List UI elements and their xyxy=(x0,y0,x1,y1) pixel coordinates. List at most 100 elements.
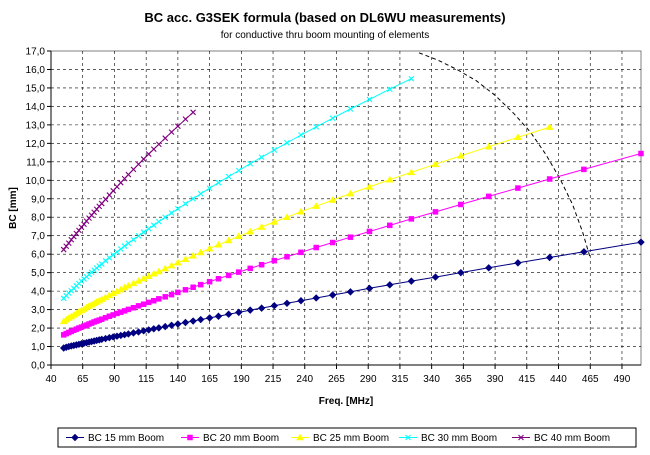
data-point xyxy=(329,115,336,122)
y-tick-label: 4,0 xyxy=(31,287,45,298)
x-tick-label: 465 xyxy=(582,374,599,385)
data-point xyxy=(162,135,169,142)
data-point xyxy=(284,254,290,260)
data-point xyxy=(638,150,644,157)
data-point xyxy=(545,253,554,262)
data-point xyxy=(154,267,163,275)
data-point xyxy=(271,147,278,153)
data-point xyxy=(346,288,355,296)
data-point xyxy=(161,264,170,272)
legend-swatch-marker xyxy=(187,434,193,441)
data-point xyxy=(247,160,254,167)
data-point xyxy=(545,123,554,130)
data-point xyxy=(125,240,132,247)
data-point xyxy=(246,227,255,235)
x-tick-label: 365 xyxy=(455,374,472,385)
legend-label: BC 30 mm Boom xyxy=(421,433,497,444)
data-point xyxy=(328,291,337,299)
data-point xyxy=(150,146,157,152)
data-point xyxy=(346,189,355,197)
data-point xyxy=(224,236,233,244)
data-point xyxy=(270,218,279,225)
data-point xyxy=(182,116,189,123)
data-point xyxy=(365,284,374,293)
y-tick-label: 14,0 xyxy=(26,102,46,113)
data-point xyxy=(181,255,190,263)
data-point xyxy=(224,310,233,318)
data-point xyxy=(225,272,232,279)
data-point xyxy=(173,258,182,266)
x-axis-title: Freq. [MHz] xyxy=(319,396,373,407)
x-tick-label: 190 xyxy=(233,374,250,385)
legend-item: BC 30 mm Boom xyxy=(399,433,497,444)
y-tick-label: 9,0 xyxy=(31,194,45,205)
data-point xyxy=(197,190,204,197)
data-point xyxy=(407,277,416,285)
y-tick-label: 12,0 xyxy=(26,139,46,150)
data-point xyxy=(135,161,142,168)
data-point xyxy=(258,154,265,161)
x-tick-label: 240 xyxy=(296,374,313,385)
data-point xyxy=(60,246,67,253)
data-point xyxy=(155,324,163,332)
data-point xyxy=(125,306,132,313)
x-tick-label: 490 xyxy=(614,374,631,385)
data-point xyxy=(580,248,588,256)
data-point xyxy=(151,297,157,304)
data-point xyxy=(214,240,223,248)
data-point xyxy=(366,96,373,103)
legend-label: BC 25 mm Boom xyxy=(313,433,389,444)
data-point xyxy=(387,222,393,229)
data-point xyxy=(284,139,290,146)
data-point xyxy=(190,284,196,290)
data-point xyxy=(190,109,196,116)
data-point xyxy=(234,232,243,240)
y-tick-labels: 0,0 1,0 2,0 3,0 4,0 5,0 6,0 7,0 8,0 9,0 10,0 11,0 12… xyxy=(26,47,46,372)
x-tick-label: 140 xyxy=(170,374,187,385)
series-bc-30-mm-boom xyxy=(60,75,415,302)
data-point xyxy=(298,249,304,256)
data-point xyxy=(145,225,152,232)
x-tick-label: 65 xyxy=(77,374,89,385)
chart-subtitle: for conductive thru boom mounting of ele… xyxy=(221,30,429,41)
x-tick-label: 165 xyxy=(201,374,218,385)
data-point xyxy=(168,291,175,298)
data-point xyxy=(140,229,147,236)
data-point xyxy=(458,201,464,208)
data-point xyxy=(189,317,197,325)
data-point xyxy=(135,233,142,239)
x-tick-label: 390 xyxy=(487,374,504,385)
data-point xyxy=(246,306,254,314)
series-layer xyxy=(59,75,645,352)
data-point xyxy=(181,318,190,327)
data-point xyxy=(65,240,72,246)
data-point xyxy=(515,185,521,191)
data-point xyxy=(168,210,175,216)
data-point xyxy=(514,259,522,267)
data-point xyxy=(175,289,181,296)
data-point xyxy=(257,304,266,312)
data-point xyxy=(235,308,243,317)
data-point xyxy=(637,238,645,246)
data-point xyxy=(102,257,109,264)
chart-title: BC acc. G3SEK formula (based on DL6WU me… xyxy=(144,10,505,25)
y-tick-label: 15,0 xyxy=(26,83,46,94)
legend-swatch-marker xyxy=(405,434,411,441)
x-tick-label: 215 xyxy=(265,374,282,385)
data-point xyxy=(182,200,189,207)
data-point xyxy=(347,234,354,240)
data-point xyxy=(189,251,198,259)
data-point xyxy=(215,275,222,282)
data-point xyxy=(106,254,113,261)
x-tick-labels: 40 65 90 115 140 165 190 215 240 265 290 315 340 365 3… xyxy=(45,374,630,385)
x-tick-label: 115 xyxy=(138,374,154,385)
data-point xyxy=(457,268,465,277)
data-point xyxy=(270,302,279,310)
x-tick-label: 315 xyxy=(392,374,409,385)
legend-label: BC 15 mm Boom xyxy=(88,433,164,444)
legend-swatch-marker xyxy=(296,433,304,441)
data-point xyxy=(386,86,393,93)
data-point xyxy=(197,281,204,288)
data-point xyxy=(312,294,320,302)
data-point xyxy=(546,176,553,182)
